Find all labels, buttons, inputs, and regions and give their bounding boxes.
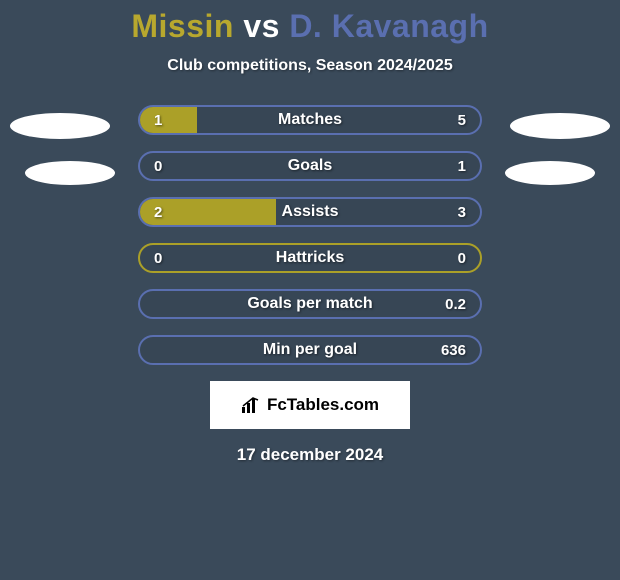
brand-logo: FcTables.com [241,395,379,415]
stat-left-value: 0 [154,250,162,267]
stats-area: 1 Matches 5 0 Goals 1 2 Assists 3 0 Hattricks 0 Goal… [0,105,620,365]
player2-name: D. Kavanagh [289,8,488,44]
stat-right-value: 1 [458,158,466,175]
chart-icon [241,396,263,414]
stat-label: Goals [288,157,332,175]
subtitle: Club competitions, Season 2024/2025 [0,57,620,75]
stat-row: 2 Assists 3 [138,197,482,227]
stat-right-value: 636 [441,342,466,359]
stat-content: 1 Matches 5 [140,107,480,133]
stat-label: Goals per match [247,295,372,313]
decoration-ellipse-left-2 [25,161,115,185]
stat-right-value: 5 [458,112,466,129]
decoration-ellipse-left-1 [10,113,110,139]
stat-right-value: 3 [458,204,466,221]
vs-separator: vs [243,8,280,44]
page-title: Missin vs D. Kavanagh [0,8,620,45]
stat-row: Goals per match 0.2 [138,289,482,319]
stat-content: 0 Goals 1 [140,153,480,179]
stat-right-value: 0.2 [445,296,466,313]
stat-content: 0 Hattricks 0 [140,245,480,271]
stat-label: Hattricks [276,249,344,267]
stat-content: Min per goal 636 [140,337,480,363]
stat-left-value: 2 [154,204,162,221]
stat-left-value: 0 [154,158,162,175]
stat-label: Min per goal [263,341,357,359]
date-text: 17 december 2024 [0,445,620,465]
comparison-infographic: Missin vs D. Kavanagh Club competitions,… [0,0,620,465]
decoration-ellipse-right-1 [510,113,610,139]
footer-brand-box: FcTables.com [210,381,410,429]
stat-row: 0 Goals 1 [138,151,482,181]
player1-name: Missin [131,8,234,44]
stat-row: 0 Hattricks 0 [138,243,482,273]
brand-text: FcTables.com [267,395,379,415]
stat-left-value: 1 [154,112,162,129]
stat-content: 2 Assists 3 [140,199,480,225]
stat-label: Matches [278,111,342,129]
stat-rows: 1 Matches 5 0 Goals 1 2 Assists 3 0 Hattricks 0 Goal… [138,105,482,365]
stat-label: Assists [282,203,339,221]
stat-row: Min per goal 636 [138,335,482,365]
stat-right-value: 0 [458,250,466,267]
stat-row: 1 Matches 5 [138,105,482,135]
stat-content: Goals per match 0.2 [140,291,480,317]
decoration-ellipse-right-2 [505,161,595,185]
